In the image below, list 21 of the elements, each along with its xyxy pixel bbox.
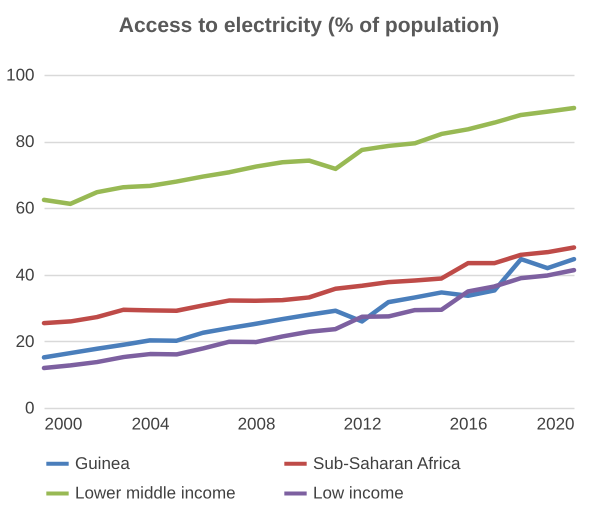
x-tick-label: 2020 bbox=[536, 414, 574, 434]
x-tick-label: 2016 bbox=[450, 414, 488, 434]
legend-label: Sub-Saharan Africa bbox=[313, 454, 461, 473]
y-tick-label: 0 bbox=[25, 398, 34, 418]
y-tick-label: 100 bbox=[6, 66, 34, 84]
y-tick-label: 80 bbox=[16, 132, 34, 152]
line-series bbox=[42, 106, 576, 206]
line-series bbox=[42, 245, 576, 326]
chart-title: Access to electricity (% of population) bbox=[118, 14, 500, 37]
y-tick-label: 20 bbox=[16, 332, 34, 351]
line-series bbox=[42, 256, 576, 360]
x-tick-label: 2004 bbox=[132, 414, 170, 434]
y-tick-label: 60 bbox=[16, 198, 34, 218]
x-tick-label: 2012 bbox=[344, 414, 382, 434]
legend-label: Guinea bbox=[75, 454, 130, 473]
y-tick-label: 40 bbox=[16, 265, 34, 284]
legend-label: Lower middle income bbox=[75, 484, 236, 502]
line-series bbox=[42, 268, 576, 370]
x-tick-label: 2000 bbox=[44, 414, 82, 434]
legend-label: Low income bbox=[313, 484, 404, 502]
x-tick-label: 2008 bbox=[238, 414, 276, 434]
